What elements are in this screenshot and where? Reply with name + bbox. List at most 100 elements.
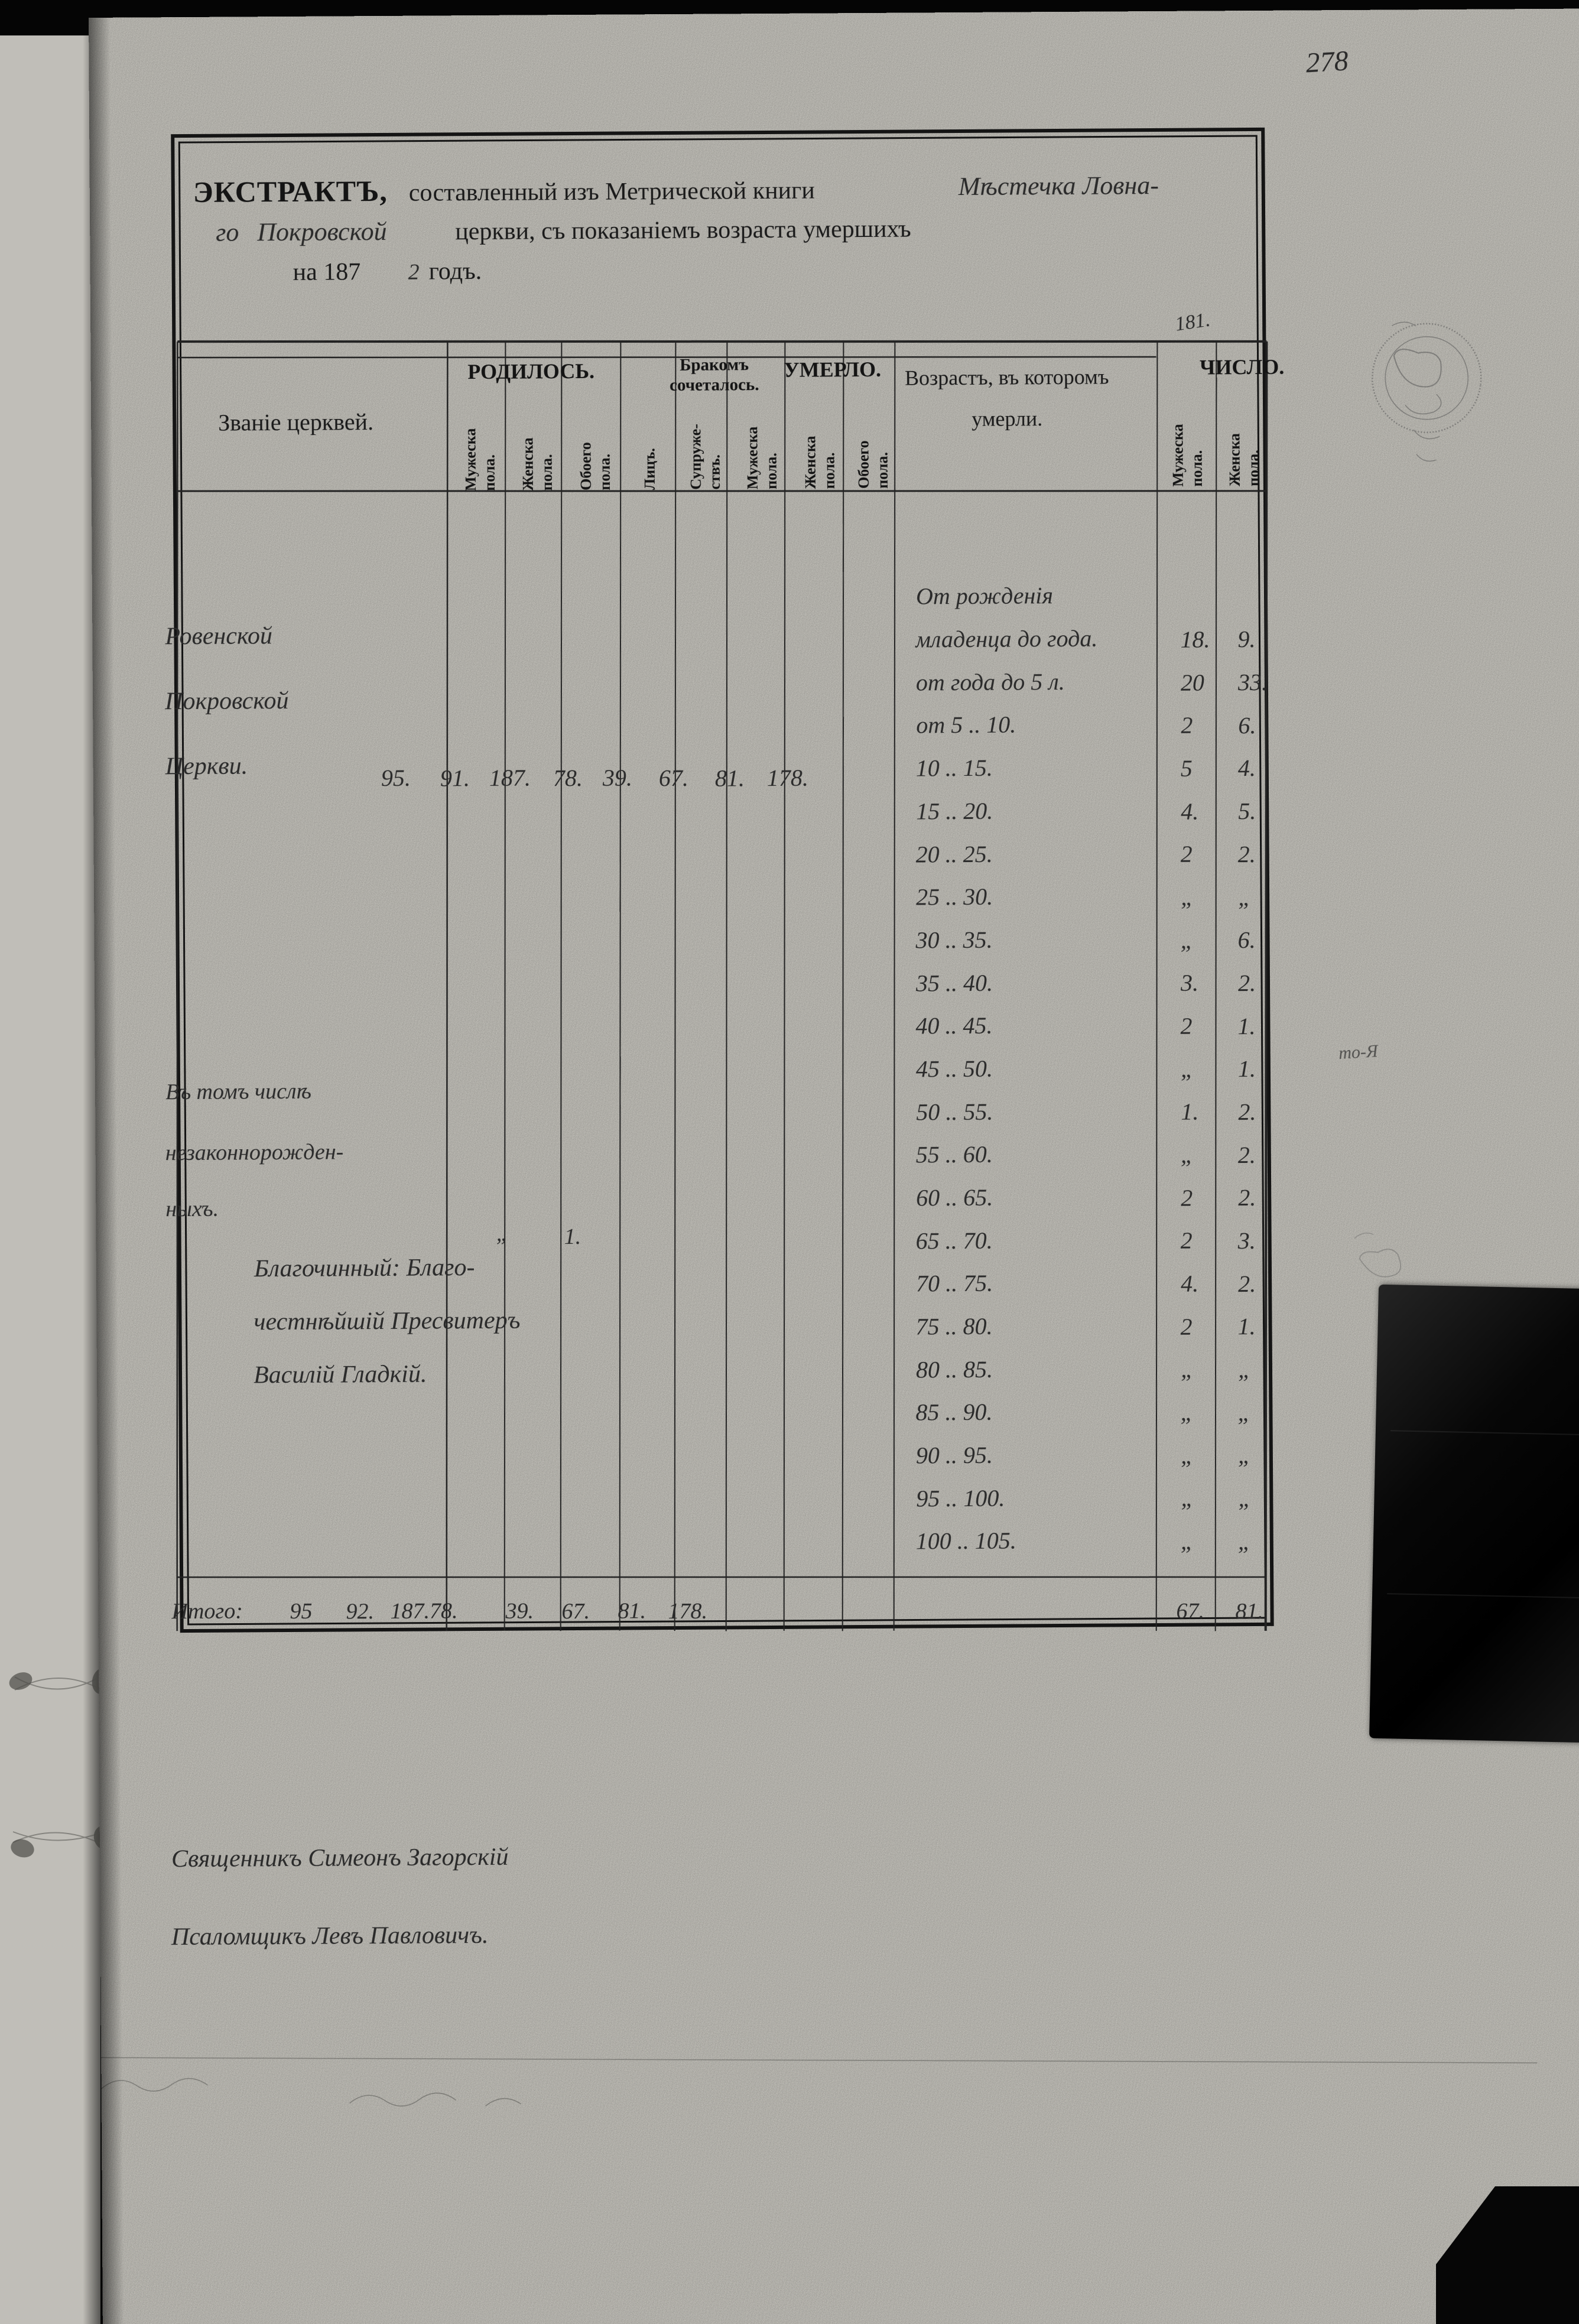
svg-text:„: „	[1181, 1356, 1194, 1383]
svg-text:„: „	[1238, 1485, 1252, 1512]
svg-text:Священникъ Симеонъ Загорскій: Священникъ Симеонъ Загорскій	[171, 1844, 509, 1873]
svg-text:младенца до года.: младенца до года.	[914, 625, 1097, 653]
svg-text:Супруже-: Супруже-	[687, 424, 704, 490]
svg-text:сочеталось.: сочеталось.	[670, 375, 759, 395]
svg-text:39.: 39.	[505, 1598, 534, 1623]
svg-text:умерли.: умерли.	[972, 407, 1042, 431]
svg-text:50 .. 55.: 50 .. 55.	[916, 1098, 993, 1126]
svg-text:1.: 1.	[1237, 1313, 1255, 1340]
svg-text:„: „	[1238, 1528, 1252, 1555]
svg-text:78.: 78.	[553, 765, 583, 791]
svg-text:Обоего: Обоего	[577, 442, 594, 490]
svg-text:2.: 2.	[1238, 841, 1256, 867]
svg-text:„: „	[1238, 884, 1252, 911]
svg-text:4.: 4.	[1181, 798, 1198, 825]
svg-text:6.: 6.	[1238, 712, 1256, 739]
svg-text:от 5 .. 10.: от 5 .. 10.	[916, 711, 1016, 738]
svg-text:2: 2	[408, 260, 420, 285]
svg-text:ЧИСЛО.: ЧИСЛО.	[1200, 355, 1285, 379]
svg-text:„: „	[1181, 1056, 1194, 1083]
svg-text:„: „	[1181, 884, 1194, 911]
svg-text:пола.: пола.	[1188, 450, 1206, 487]
svg-text:81.: 81.	[715, 765, 745, 791]
svg-text:2: 2	[1181, 841, 1193, 867]
svg-text:ствъ.: ствъ.	[706, 454, 723, 490]
svg-text:„: „	[1181, 1442, 1194, 1469]
svg-text:„: „	[1238, 1356, 1252, 1383]
svg-text:2.: 2.	[1238, 1184, 1256, 1211]
svg-text:пола.: пола.	[874, 452, 891, 489]
svg-text:2.: 2.	[1238, 1142, 1256, 1168]
svg-text:95: 95	[290, 1599, 312, 1624]
svg-text:Женска: Женска	[519, 437, 537, 490]
svg-text:„: „	[1181, 1528, 1194, 1555]
svg-text:годъ.: годъ.	[428, 258, 482, 285]
svg-text:Женска: Женска	[801, 435, 819, 489]
svg-text:25 .. 30.: 25 .. 30.	[916, 883, 993, 911]
svg-text:95 .. 100.: 95 .. 100.	[916, 1485, 1005, 1512]
svg-text:го: го	[216, 217, 239, 246]
svg-text:1.: 1.	[1238, 1055, 1256, 1082]
svg-text:4.: 4.	[1181, 1270, 1198, 1297]
svg-text:187.78.: 187.78.	[390, 1598, 457, 1624]
svg-text:Лицъ.: Лицъ.	[641, 448, 658, 490]
svg-text:Возрастъ, въ которомъ: Возрастъ, въ которомъ	[905, 365, 1109, 389]
svg-text:„: „	[1237, 1399, 1251, 1426]
svg-text:85 .. 90.: 85 .. 90.	[915, 1399, 992, 1426]
svg-text:на 187: на 187	[293, 258, 360, 286]
svg-text:пола.: пола.	[538, 454, 555, 490]
svg-text:2.: 2.	[1238, 970, 1256, 996]
svg-text:2: 2	[1180, 1013, 1192, 1039]
svg-text:5.: 5.	[1238, 798, 1256, 824]
svg-text:честнѣйшій Пресвитеръ: честнѣйшій Пресвитеръ	[254, 1307, 520, 1336]
svg-text:40 .. 45.: 40 .. 45.	[915, 1012, 992, 1039]
svg-text:Бракомъ: Бракомъ	[680, 355, 749, 375]
svg-text:278: 278	[1305, 45, 1349, 79]
svg-text:Василій Гладкій.: Василій Гладкій.	[254, 1361, 427, 1389]
svg-text:45 .. 50.: 45 .. 50.	[916, 1055, 993, 1083]
svg-text:90 .. 95.: 90 .. 95.	[916, 1442, 993, 1469]
svg-text:20 .. 25.: 20 .. 25.	[916, 841, 993, 868]
svg-text:незаконнорожден-: незаконнорожден-	[165, 1139, 344, 1165]
svg-text:2.: 2.	[1238, 1270, 1256, 1297]
svg-text:Церкви.: Церкви.	[165, 752, 248, 780]
svg-text:2: 2	[1181, 1185, 1193, 1211]
svg-text:„: „	[1181, 1485, 1194, 1512]
svg-text:Мужеска: Мужеска	[743, 427, 761, 490]
svg-text:75 .. 80.: 75 .. 80.	[915, 1313, 992, 1340]
svg-text:91.: 91.	[440, 765, 470, 791]
svg-text:Покровской: Покровской	[164, 687, 289, 715]
svg-text:70 .. 75.: 70 .. 75.	[916, 1270, 993, 1297]
svg-text:20: 20	[1181, 669, 1204, 695]
svg-text:пола.: пола.	[763, 453, 780, 489]
svg-text:пола.: пола.	[596, 454, 613, 490]
svg-text:2: 2	[1181, 1227, 1193, 1254]
svg-text:Псаломщикъ Левъ Павловичъ.: Псаломщикъ Левъ Павловичъ.	[171, 1922, 489, 1951]
svg-text:178.: 178.	[767, 765, 808, 791]
svg-text:181.: 181.	[1174, 308, 1211, 335]
svg-text:1.: 1.	[1181, 1098, 1198, 1125]
svg-text:РОДИЛОСЬ.: РОДИЛОСЬ.	[467, 359, 594, 383]
svg-text:Званіе церквей.: Званіе церквей.	[218, 408, 373, 436]
svg-text:Женска: Женска	[1226, 433, 1243, 486]
svg-text:3.: 3.	[1237, 1227, 1256, 1254]
svg-text:81.: 81.	[1235, 1599, 1263, 1624]
svg-text:пола.: пола.	[821, 453, 838, 489]
svg-text:35 .. 40.: 35 .. 40.	[915, 970, 993, 997]
svg-text:18.: 18.	[1180, 626, 1210, 652]
svg-text:81.: 81.	[618, 1598, 646, 1623]
svg-text:39.: 39.	[602, 764, 632, 791]
svg-text:УМЕРЛО.: УМЕРЛО.	[784, 357, 881, 382]
svg-text:6.: 6.	[1237, 927, 1255, 953]
svg-text:92.: 92.	[346, 1599, 374, 1624]
svg-text:30 .. 35.: 30 .. 35.	[915, 927, 992, 954]
svg-text:2: 2	[1180, 1314, 1192, 1340]
svg-text:80 .. 85.: 80 .. 85.	[916, 1356, 993, 1383]
svg-text:1.: 1.	[1237, 1013, 1255, 1039]
svg-text:100 .. 105.: 100 .. 105.	[916, 1527, 1016, 1554]
svg-text:10 .. 15.: 10 .. 15.	[916, 755, 993, 782]
svg-text:Обоего: Обоего	[855, 440, 872, 489]
svg-text:55 .. 60.: 55 .. 60.	[916, 1141, 993, 1168]
svg-text:„: „	[1180, 1399, 1194, 1426]
svg-text:составленный изъ Метрической к: составленный изъ Метрической книги	[409, 177, 815, 206]
